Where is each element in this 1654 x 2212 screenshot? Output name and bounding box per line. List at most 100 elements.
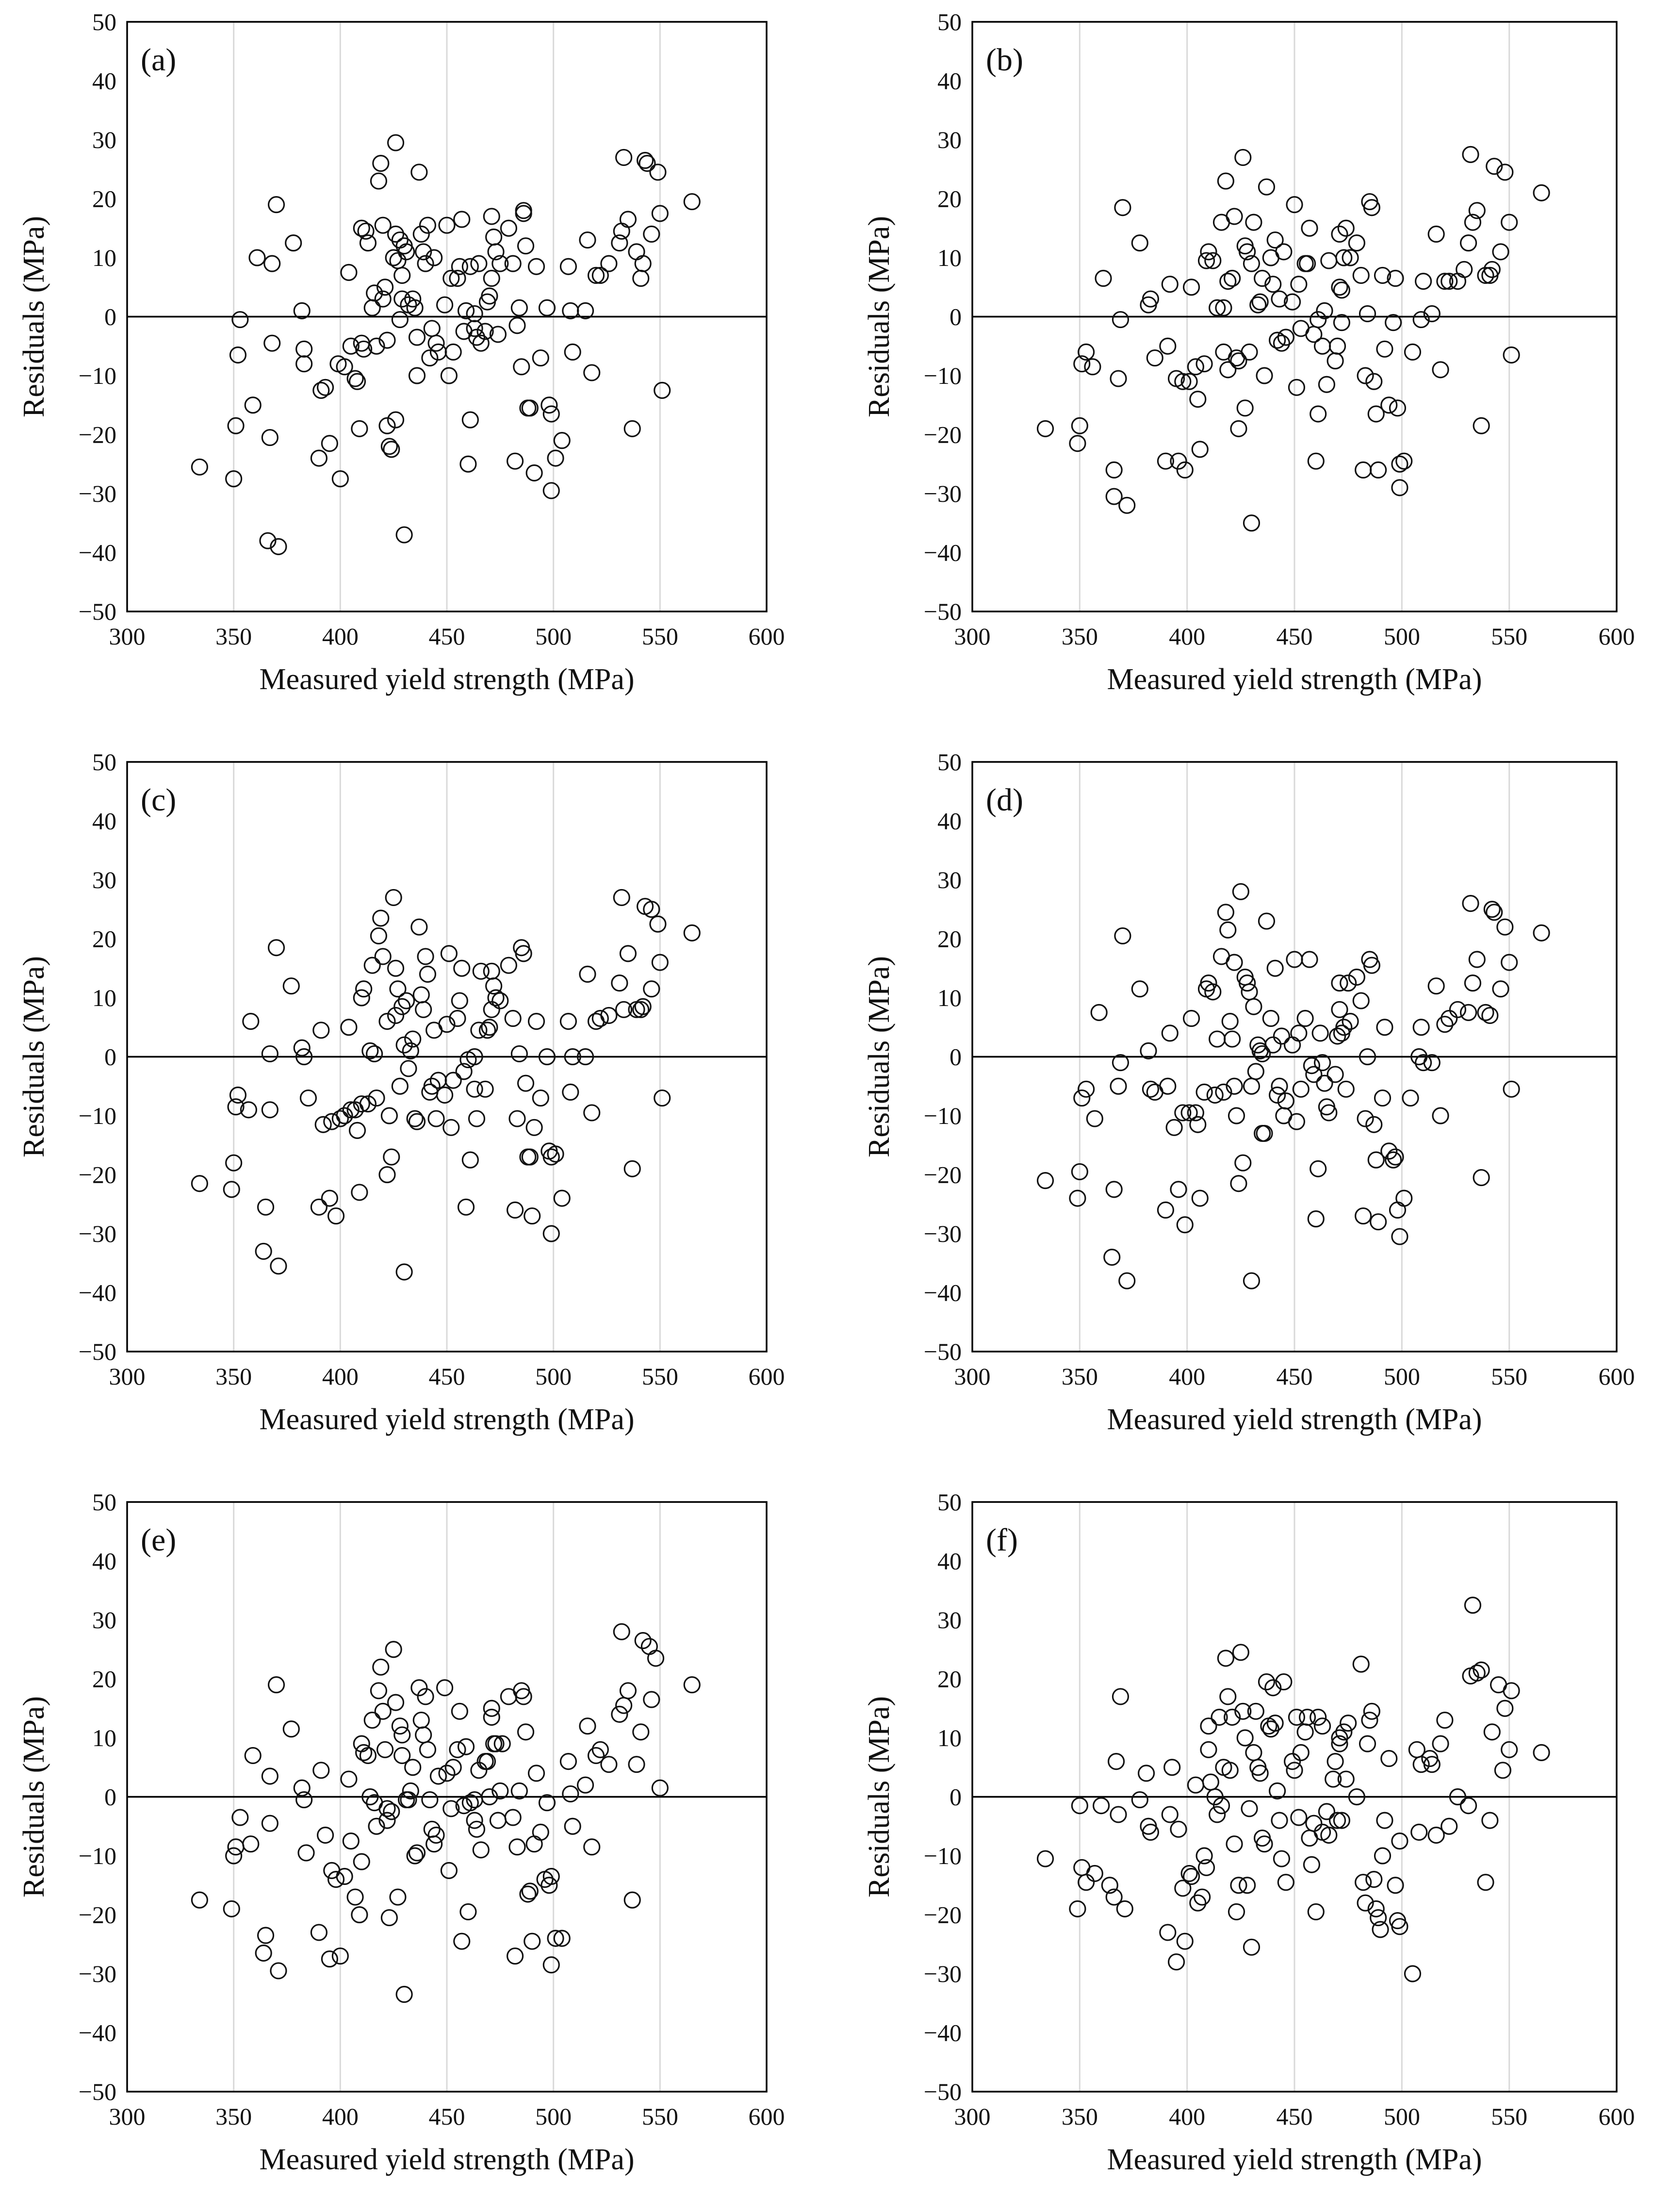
data-point xyxy=(442,1119,460,1136)
data-point xyxy=(1256,367,1273,384)
data-point xyxy=(383,1803,400,1820)
x-tick-label: 300 xyxy=(109,623,146,650)
data-point xyxy=(591,266,609,284)
data-point xyxy=(395,1985,413,2003)
data-point xyxy=(231,1809,249,1826)
x-tick-label: 450 xyxy=(1277,2103,1313,2130)
data-point xyxy=(468,1110,486,1127)
x-tick-label: 550 xyxy=(642,2103,678,2130)
data-point xyxy=(1468,202,1486,219)
data-point xyxy=(1241,983,1258,1001)
data-point xyxy=(1069,435,1086,452)
x-tick-label: 550 xyxy=(1491,2103,1527,2130)
data-point xyxy=(487,1735,505,1752)
y-tick-label: 30 xyxy=(92,1606,116,1634)
data-point xyxy=(1363,957,1380,974)
data-point xyxy=(1372,1921,1389,1938)
panel-label: (c) xyxy=(141,782,176,818)
data-point xyxy=(427,1110,445,1127)
panel-label: (e) xyxy=(141,1522,176,1558)
data-point xyxy=(1197,1859,1215,1876)
data-point xyxy=(1228,1107,1245,1124)
data-point xyxy=(336,1867,353,1885)
data-point xyxy=(1174,1104,1192,1122)
y-tick-label: 50 xyxy=(937,748,962,776)
y-axis-title: Residuals (MPa) xyxy=(863,216,896,417)
data-point xyxy=(538,1794,556,1812)
data-point xyxy=(524,1932,541,1950)
data-point xyxy=(400,1791,417,1809)
data-point xyxy=(1251,293,1269,311)
data-point xyxy=(1310,311,1327,329)
data-point xyxy=(611,234,628,252)
data-point xyxy=(649,164,667,181)
data-point xyxy=(1296,1009,1314,1027)
data-point xyxy=(1245,1744,1262,1761)
data-point xyxy=(1230,1175,1247,1192)
data-point xyxy=(1243,1077,1261,1095)
data-point xyxy=(370,1682,388,1700)
data-point xyxy=(270,1962,287,1980)
data-point xyxy=(466,305,483,323)
y-tick-label: −40 xyxy=(79,539,116,566)
data-point xyxy=(489,326,507,343)
data-point xyxy=(321,435,338,452)
data-point xyxy=(361,1788,379,1806)
data-point xyxy=(242,1835,260,1853)
data-point xyxy=(387,1694,405,1711)
data-point xyxy=(491,1782,509,1799)
data-point xyxy=(400,1060,417,1077)
data-point xyxy=(368,1089,385,1107)
data-point xyxy=(1391,455,1408,473)
data-point xyxy=(1365,1871,1383,1888)
data-point xyxy=(628,1756,645,1773)
data-point xyxy=(1264,276,1282,293)
x-tick-label: 450 xyxy=(1277,1363,1313,1390)
data-point xyxy=(1359,305,1376,323)
y-tick-label: −10 xyxy=(924,1842,962,1869)
data-point xyxy=(453,959,471,977)
data-point xyxy=(412,986,430,1004)
data-point xyxy=(483,208,500,225)
data-point xyxy=(1387,1877,1404,1894)
data-point xyxy=(242,1013,260,1030)
chart-panel-2: 300 350 400 450 500 550 600 50 40 30 20 10 0 −10 −20 −3… xyxy=(863,8,1635,696)
data-point xyxy=(1464,974,1482,992)
data-point xyxy=(651,205,669,222)
data-point xyxy=(229,346,247,364)
data-point xyxy=(517,1074,535,1092)
data-point xyxy=(372,155,390,172)
data-point xyxy=(1187,1104,1204,1122)
data-point xyxy=(1427,225,1445,243)
data-point xyxy=(1318,376,1335,393)
data-point xyxy=(261,1767,278,1785)
data-point xyxy=(600,255,618,272)
data-point xyxy=(1176,461,1194,479)
data-point xyxy=(402,1042,419,1059)
data-point xyxy=(391,1077,409,1095)
x-tick-label: 550 xyxy=(642,623,678,650)
data-point xyxy=(459,1903,477,1921)
data-point xyxy=(1363,199,1380,216)
x-tick-label: 500 xyxy=(1384,623,1420,650)
data-point xyxy=(461,258,479,275)
data-point xyxy=(1187,1776,1204,1794)
data-point xyxy=(383,1148,400,1166)
data-point xyxy=(1473,417,1490,434)
data-point xyxy=(1331,974,1348,992)
data-point xyxy=(559,258,577,275)
data-point xyxy=(1071,1797,1088,1815)
data-point xyxy=(261,429,278,446)
y-tick-label: −20 xyxy=(79,1161,116,1189)
data-point xyxy=(1355,1874,1372,1891)
data-point xyxy=(1226,954,1243,971)
data-point xyxy=(368,1817,385,1835)
data-point xyxy=(1331,1729,1348,1747)
data-point xyxy=(1501,214,1518,231)
data-point xyxy=(643,901,660,918)
data-point xyxy=(355,340,373,358)
y-tick-label: −10 xyxy=(924,362,962,389)
data-point xyxy=(1174,1880,1192,1897)
data-point xyxy=(353,1095,370,1113)
y-tick-label: −30 xyxy=(79,1960,116,1987)
